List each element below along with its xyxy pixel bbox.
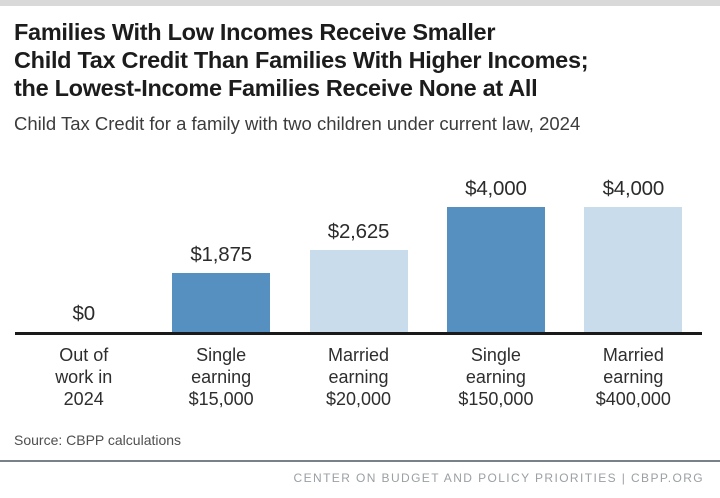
x-axis-label: Single earning $150,000 — [458, 345, 534, 409]
chart-column: $4,000 — [427, 160, 564, 332]
x-axis-label: Married earning $400,000 — [595, 345, 671, 409]
footer-divider — [0, 460, 720, 462]
x-axis-labels: Out of work in 2024 Single earning $15,00… — [15, 344, 702, 410]
bar-value-label: $4,000 — [602, 177, 665, 200]
bar — [446, 207, 545, 332]
bar-value-label: $2,625 — [327, 220, 390, 243]
chart-column: $2,625 — [290, 160, 427, 332]
footer-credit: CENTER ON BUDGET AND POLICY PRIORITIES |… — [293, 471, 704, 485]
bar-value-label: $4,000 — [465, 177, 527, 200]
chart-column: $0 — [15, 160, 152, 332]
top-strip — [0, 0, 720, 6]
source-note: Source: CBPP calculations — [14, 432, 182, 448]
bar-value-label: $0 — [72, 302, 96, 325]
bar — [172, 273, 271, 332]
x-axis-label: Married earning $20,000 — [325, 345, 392, 409]
x-axis-line — [15, 332, 702, 335]
chart-column: $1,875 — [152, 160, 289, 332]
x-axis-label: Single earning $15,000 — [188, 345, 254, 409]
bar — [309, 250, 408, 332]
x-axis-label: Out of work in 2024 — [55, 345, 113, 409]
bar — [584, 207, 683, 332]
bar-value-label: $1,875 — [190, 243, 252, 266]
bar-chart-plot: $0 $1,875 $2,625 $4,000 $4,000 — [15, 160, 702, 332]
page-title: Families With Low Incomes Receive Smalle… — [14, 19, 589, 101]
chart-column: $4,000 — [565, 160, 702, 332]
chart-subtitle: Child Tax Credit for a family with two c… — [14, 113, 581, 134]
